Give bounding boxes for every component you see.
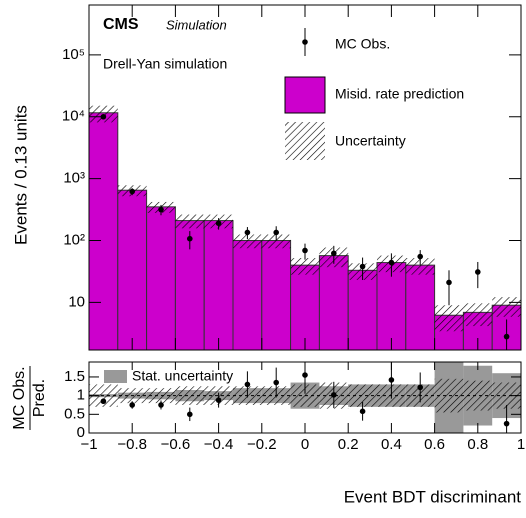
legend-marker bbox=[302, 39, 308, 45]
bar bbox=[203, 220, 234, 350]
legend-label: Misid. rate prediction bbox=[335, 86, 464, 102]
data-point bbox=[417, 384, 424, 391]
uncertainty-band bbox=[348, 384, 377, 407]
ratio-panel bbox=[89, 362, 521, 433]
y-tick-label: 10³ bbox=[63, 170, 85, 187]
bar bbox=[232, 240, 263, 350]
uncertainty-band bbox=[175, 386, 205, 405]
uncertainty-band bbox=[463, 303, 493, 327]
y-axis-title: Events / 0.13 units bbox=[11, 105, 30, 245]
legend-swatch bbox=[285, 122, 325, 160]
subtitle: Simulation bbox=[166, 17, 227, 32]
data-point bbox=[302, 372, 308, 378]
ratio-numerator: MC Obs. bbox=[11, 366, 28, 429]
data-point bbox=[273, 229, 279, 236]
data-point bbox=[331, 250, 337, 257]
y-tick-label: 0.5 bbox=[64, 405, 85, 422]
data-point bbox=[215, 220, 222, 227]
x-tick-label: 1 bbox=[517, 436, 525, 453]
uncertainty-band bbox=[492, 297, 521, 317]
bar bbox=[405, 264, 436, 350]
data-point bbox=[100, 398, 107, 405]
legend-label: Stat. uncertainty bbox=[132, 368, 233, 384]
x-tick-label: −0.2 bbox=[247, 436, 277, 453]
bar bbox=[318, 255, 349, 350]
y-tick-label: 1 bbox=[77, 387, 85, 404]
y-tick-label: 10² bbox=[63, 231, 85, 248]
data-point bbox=[244, 381, 251, 388]
x-tick-label: 0 bbox=[301, 436, 309, 453]
data-point bbox=[215, 397, 222, 403]
y-tick-label: 1.5 bbox=[64, 368, 85, 385]
data-point bbox=[186, 411, 193, 418]
bar bbox=[261, 240, 292, 350]
bar bbox=[290, 264, 320, 350]
legend-label: MC Obs. bbox=[335, 36, 390, 52]
cms-label: CMS bbox=[103, 16, 139, 33]
top-panel bbox=[89, 105, 521, 350]
data-point bbox=[129, 402, 135, 408]
frame bbox=[88, 4, 522, 351]
data-point bbox=[129, 188, 135, 195]
legend-label: Uncertainty bbox=[335, 133, 406, 149]
x-tick-label: 0.4 bbox=[381, 436, 402, 453]
x-tick-label: −0.6 bbox=[161, 436, 191, 453]
frame bbox=[88, 361, 522, 434]
x-tick-label: 0.8 bbox=[467, 436, 488, 453]
data-point bbox=[158, 206, 164, 213]
data-point bbox=[446, 279, 452, 286]
data-point bbox=[186, 235, 193, 242]
x-tick-label: −0.8 bbox=[117, 436, 147, 453]
data-point bbox=[475, 269, 481, 275]
uncertainty-band bbox=[434, 305, 464, 332]
uncertainty-band bbox=[233, 234, 262, 249]
data-point bbox=[302, 247, 308, 254]
annotation: Drell-Yan simulation bbox=[103, 56, 227, 72]
legend-swatch bbox=[284, 76, 326, 114]
y-tick-label: 10 bbox=[68, 293, 85, 310]
uncertainty-band bbox=[290, 258, 320, 275]
x-tick-label: −1 bbox=[80, 436, 97, 453]
y-tick-label: 0 bbox=[77, 424, 85, 441]
data-point bbox=[503, 420, 510, 427]
uncertainty-band bbox=[405, 258, 435, 275]
x-tick-label: 0.6 bbox=[424, 436, 445, 453]
data-point bbox=[417, 253, 424, 260]
data-point bbox=[158, 402, 164, 408]
data-point bbox=[100, 113, 107, 120]
bar bbox=[117, 189, 148, 350]
bar bbox=[146, 206, 176, 350]
y-tick-label: 10⁵ bbox=[62, 46, 85, 63]
uncertainty-band bbox=[261, 234, 291, 249]
bar bbox=[89, 112, 119, 350]
bar bbox=[347, 269, 378, 350]
x-tick-label: 0.2 bbox=[338, 436, 359, 453]
uncertainty-band bbox=[175, 214, 205, 229]
data-point bbox=[359, 408, 366, 415]
x-tick-label: −0.4 bbox=[204, 436, 234, 453]
data-point bbox=[244, 229, 251, 236]
ratio-denominator: Pred. bbox=[31, 379, 48, 417]
data-point bbox=[359, 263, 366, 270]
legend-swatch bbox=[104, 370, 127, 383]
data-point bbox=[503, 333, 510, 340]
data-point bbox=[273, 379, 279, 386]
y-tick-label: 10⁴ bbox=[62, 108, 85, 125]
data-point bbox=[331, 392, 337, 398]
x-axis-title: Event BDT discriminant bbox=[344, 487, 522, 506]
data-point bbox=[388, 259, 395, 266]
data-point bbox=[388, 377, 395, 383]
